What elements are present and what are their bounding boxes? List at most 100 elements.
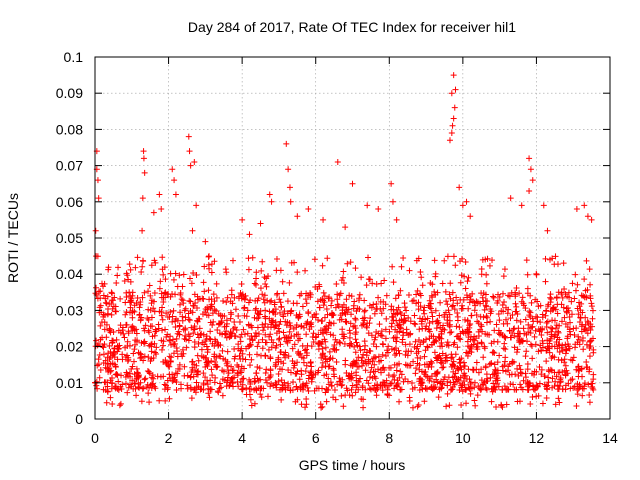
data-point	[380, 379, 387, 386]
data-point	[556, 399, 563, 406]
data-point	[450, 358, 457, 365]
data-point	[246, 386, 253, 393]
data-point	[264, 393, 271, 400]
data-point	[225, 366, 232, 373]
data-point	[133, 338, 140, 345]
data-point	[503, 401, 510, 408]
data-point	[137, 351, 144, 358]
data-point	[303, 380, 310, 387]
data-point	[446, 329, 453, 336]
data-point	[305, 310, 312, 317]
data-point	[501, 358, 508, 365]
data-point	[103, 399, 110, 406]
data-point	[422, 316, 429, 323]
data-point	[501, 340, 508, 347]
data-point	[426, 320, 433, 327]
data-point	[293, 384, 300, 391]
data-point	[433, 325, 440, 332]
data-point	[426, 297, 433, 304]
data-point	[134, 254, 141, 261]
data-point	[311, 387, 318, 394]
data-point	[186, 317, 193, 324]
data-point	[266, 374, 273, 381]
data-point	[436, 312, 443, 319]
data-point	[336, 292, 343, 299]
data-point	[237, 355, 244, 362]
data-point	[328, 297, 335, 304]
data-point	[478, 340, 485, 347]
data-point	[579, 392, 586, 399]
data-point	[511, 344, 518, 351]
data-point	[285, 166, 292, 173]
data-point	[562, 320, 569, 327]
data-point	[341, 333, 348, 340]
data-point	[319, 385, 326, 392]
data-point	[493, 321, 500, 328]
data-point	[486, 361, 493, 368]
data-point	[586, 391, 593, 398]
data-point	[195, 340, 202, 347]
data-point	[182, 332, 189, 339]
data-point	[150, 209, 157, 216]
data-point	[159, 342, 166, 349]
data-point	[348, 311, 355, 318]
data-point	[240, 375, 247, 382]
data-point	[295, 348, 302, 355]
data-point	[373, 281, 380, 288]
data-point	[478, 265, 485, 272]
data-point	[437, 343, 444, 350]
data-point	[123, 309, 130, 316]
data-point	[327, 379, 334, 386]
data-point	[211, 306, 218, 313]
data-point	[127, 381, 134, 388]
data-point	[272, 363, 279, 370]
data-point	[487, 318, 494, 325]
data-point	[373, 343, 380, 350]
data-point	[559, 342, 566, 349]
data-point	[101, 326, 108, 333]
data-point	[323, 305, 330, 312]
data-point	[298, 371, 305, 378]
data-point	[176, 272, 183, 279]
data-point	[321, 293, 328, 300]
data-point	[117, 400, 124, 407]
data-point	[590, 346, 597, 353]
data-point	[169, 336, 176, 343]
data-point	[544, 227, 551, 234]
data-point	[412, 321, 419, 328]
data-point	[502, 316, 509, 323]
data-point	[406, 267, 413, 274]
data-point	[453, 323, 460, 330]
data-point	[365, 380, 372, 387]
data-point	[173, 387, 180, 394]
data-point	[584, 330, 591, 337]
data-point	[370, 385, 377, 392]
data-point	[423, 336, 430, 343]
data-point	[149, 323, 156, 330]
data-point	[513, 349, 520, 356]
data-point	[522, 305, 529, 312]
data-point	[465, 305, 472, 312]
data-point	[527, 401, 534, 408]
data-point	[259, 345, 266, 352]
data-point	[130, 358, 137, 365]
data-point	[463, 400, 470, 407]
data-point	[493, 380, 500, 387]
data-point	[444, 382, 451, 389]
data-point	[347, 340, 354, 347]
data-point	[142, 322, 149, 329]
data-point	[548, 355, 555, 362]
data-point	[195, 383, 202, 390]
chart-title: Day 284 of 2017, Rate Of TEC Index for r…	[188, 19, 516, 35]
data-point	[356, 297, 363, 304]
data-point	[461, 273, 468, 280]
data-point	[424, 386, 431, 393]
data-point	[381, 277, 388, 284]
data-point	[182, 314, 189, 321]
data-point	[443, 298, 450, 305]
data-point	[471, 379, 478, 386]
data-point	[550, 304, 557, 311]
data-point	[174, 348, 181, 355]
data-point	[532, 296, 539, 303]
data-point	[144, 315, 151, 322]
